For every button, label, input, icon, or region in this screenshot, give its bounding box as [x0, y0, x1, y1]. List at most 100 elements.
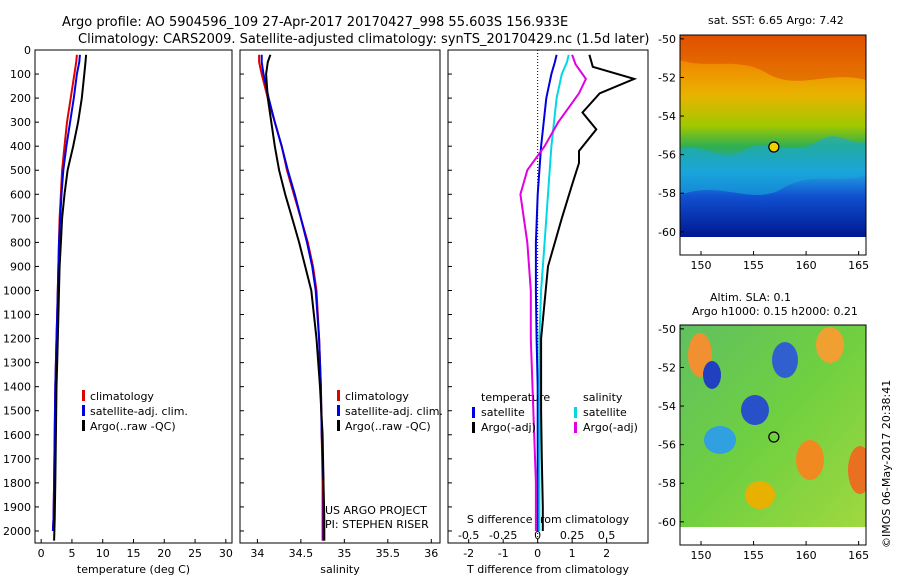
x-tick-label: 30 — [219, 547, 233, 560]
y-tick-label: 1500 — [3, 405, 31, 418]
y-tick-label: 100 — [10, 68, 31, 81]
s-tick-label: -0.5 — [458, 529, 479, 542]
title-line-2: Climatology: CARS2009. Satellite-adjuste… — [78, 32, 650, 47]
sst-argo-marker — [768, 141, 780, 153]
x-tick-label: 34.5 — [289, 547, 314, 560]
x-tick-label: 1 — [569, 547, 576, 560]
x-tick-label: -1 — [498, 547, 509, 560]
s-tick-label: -0.25 — [489, 529, 517, 542]
map-y-tick-label: -50 — [658, 323, 676, 336]
legend-label: climatology — [345, 390, 409, 403]
sla-no-data — [680, 527, 866, 545]
sst-map-frame — [679, 34, 867, 256]
legend-label: satellite — [583, 406, 627, 419]
legend-label: satellite-adj. clim. — [90, 405, 188, 418]
map-y-tick-label: -52 — [658, 71, 676, 84]
map-y-tick-label: -56 — [658, 439, 676, 452]
legend-label: climatology — [90, 390, 154, 403]
y-tick-label: 2000 — [3, 525, 31, 538]
series-line — [265, 54, 326, 541]
x-tick-label: 5 — [68, 547, 75, 560]
x-tick-label: 0 — [534, 547, 541, 560]
series-line — [260, 54, 325, 541]
s-tick-label: 0.5 — [598, 529, 616, 542]
s-tick-label: 0.25 — [560, 529, 585, 542]
x-tick-label: 0 — [38, 547, 45, 560]
x-tick-label: 20 — [157, 547, 171, 560]
legend-title-t: temperature — [481, 391, 550, 404]
legend-label: Argo(-adj) — [481, 421, 536, 434]
y-tick-label: 1000 — [3, 284, 31, 297]
imos-timestamp: ©IMOS 06-May-2017 20:38:41 — [880, 380, 893, 548]
x-tick-label: 35 — [337, 547, 351, 560]
y-tick-label: 300 — [10, 116, 31, 129]
sla-map-frame — [679, 324, 867, 546]
y-tick-label: 0 — [24, 44, 31, 57]
x-tick-label: 35.5 — [376, 547, 401, 560]
x-tick-label: -2 — [463, 547, 474, 560]
salinity-frame — [239, 49, 441, 544]
legend-label: Argo(-adj) — [583, 421, 638, 434]
series-line — [51, 54, 81, 532]
sla-low-anomaly — [772, 342, 798, 378]
map-x-tick-label: 160 — [796, 549, 817, 562]
legend-swatch — [82, 420, 85, 431]
y-tick-label: 1300 — [3, 357, 31, 370]
temperature-panel: 0100200300400500600700800900100011001200… — [3, 44, 233, 576]
legend-swatch — [574, 422, 577, 433]
temperature-x-label: temperature (deg C) — [77, 563, 190, 576]
map-x-tick-label: 160 — [796, 259, 817, 272]
y-tick-label: 400 — [10, 140, 31, 153]
sla-high-anomaly — [848, 446, 866, 494]
legend-swatch — [337, 405, 340, 416]
legend-title-s: salinity — [583, 391, 623, 404]
sla-low-anomaly — [703, 361, 721, 389]
s-axis-label: S difference from climatology — [467, 513, 630, 526]
legend-swatch — [472, 407, 475, 418]
y-tick-label: 1900 — [3, 501, 31, 514]
map-x-tick-label: 165 — [848, 549, 869, 562]
y-tick-label: 1400 — [3, 381, 31, 394]
sst-no-data — [680, 237, 866, 255]
x-tick-label: 25 — [188, 547, 202, 560]
legend-swatch — [472, 422, 475, 433]
legend-label: satellite-adj. clim. — [345, 405, 443, 418]
y-tick-label: 600 — [10, 188, 31, 201]
series-line — [53, 54, 88, 541]
series-line — [534, 54, 558, 531]
map-x-tick-label: 165 — [848, 259, 869, 272]
difference-frame — [447, 49, 649, 544]
map-x-tick-label: 150 — [691, 259, 712, 272]
map-y-tick-label: -52 — [658, 361, 676, 374]
sla-high-anomaly — [796, 440, 824, 480]
sst-cold-front — [680, 136, 866, 195]
sla-map-title: Altim. SLA: 0.1 — [710, 291, 791, 304]
y-tick-label: 1700 — [3, 453, 31, 466]
title-line-1: Argo profile: AO 5904596_109 27-Apr-2017… — [62, 15, 568, 30]
legend-swatch — [574, 407, 577, 418]
map-y-tick-label: -50 — [658, 33, 676, 46]
map-y-tick-label: -60 — [658, 516, 676, 529]
series-line — [538, 54, 570, 531]
map-x-tick-label: 155 — [743, 549, 764, 562]
x-tick-label: 15 — [127, 547, 141, 560]
sla-map: Altim. SLA: 0.1 Argo h1000: 0.15 h2000: … — [658, 291, 869, 562]
y-tick-label: 900 — [10, 260, 31, 273]
map-y-tick-label: -54 — [658, 110, 676, 123]
y-tick-label: 1200 — [3, 333, 31, 346]
sla-map-subtitle: Argo h1000: 0.15 h2000: 0.21 — [692, 305, 858, 318]
sla-high-anomaly — [816, 327, 844, 363]
legend-label: satellite — [481, 406, 525, 419]
legend-label: Argo(..raw -QC) — [345, 420, 431, 433]
map-y-tick-label: -58 — [658, 187, 676, 200]
annotation-text: PI: STEPHEN RISER — [325, 518, 429, 531]
y-tick-label: 500 — [10, 164, 31, 177]
salinity-panel: 34 34.5 35 35.5 36 salinity climatology satelli… — [239, 49, 443, 576]
legend-swatch — [82, 405, 85, 416]
y-tick-label: 1800 — [3, 477, 31, 490]
temperature-frame — [34, 49, 233, 544]
y-tick-label: 700 — [10, 212, 31, 225]
sst-map: sat. SST: 6.65 Argo: 7.42 150 155 160 165 -5… — [658, 14, 869, 272]
series-line — [519, 54, 588, 531]
